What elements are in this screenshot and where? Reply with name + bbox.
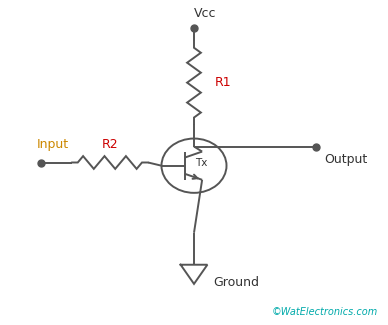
Text: Input: Input [37, 138, 69, 151]
Text: ©WatElectronics.com: ©WatElectronics.com [271, 307, 378, 318]
Text: R2: R2 [102, 138, 118, 151]
Text: R1: R1 [215, 76, 232, 89]
Text: Ground: Ground [213, 276, 259, 289]
Text: Tx: Tx [195, 158, 207, 168]
Text: Output: Output [324, 153, 367, 166]
Text: Vcc: Vcc [194, 7, 217, 20]
